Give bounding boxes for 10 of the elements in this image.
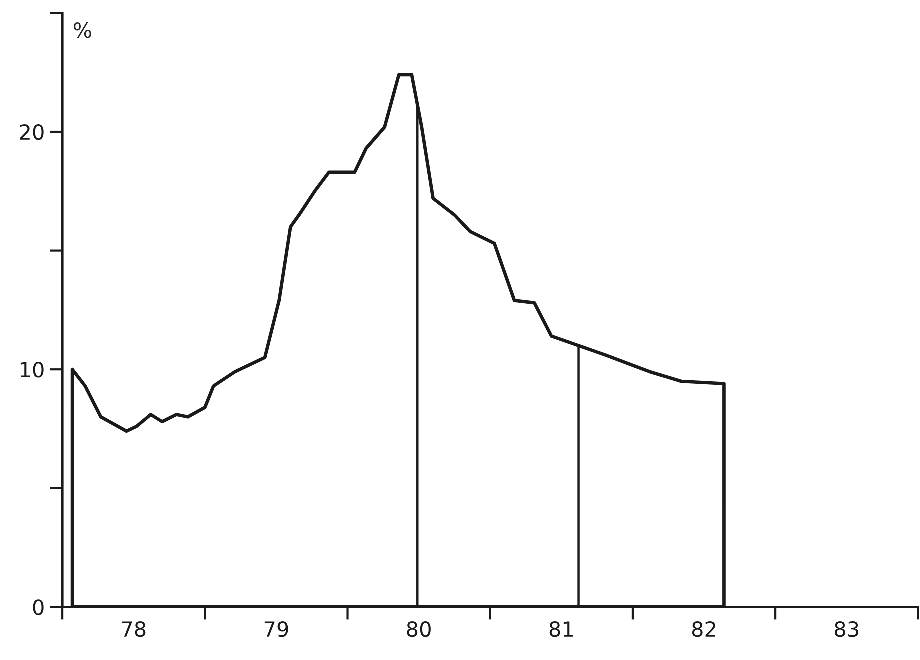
y-axis-title: % bbox=[74, 22, 92, 38]
y-tick-label: 0 bbox=[33, 600, 44, 616]
y-tick-label: 10 bbox=[20, 362, 44, 378]
x-tick-label: 78 bbox=[122, 621, 146, 638]
x-tick-label: 83 bbox=[835, 621, 858, 638]
x-tick-label: 79 bbox=[264, 621, 288, 638]
x-tick-label: 82 bbox=[692, 621, 716, 638]
x-tick-label: 80 bbox=[407, 621, 431, 638]
x-tick-label: 81 bbox=[550, 621, 573, 638]
y-tick-label: 20 bbox=[20, 124, 44, 140]
